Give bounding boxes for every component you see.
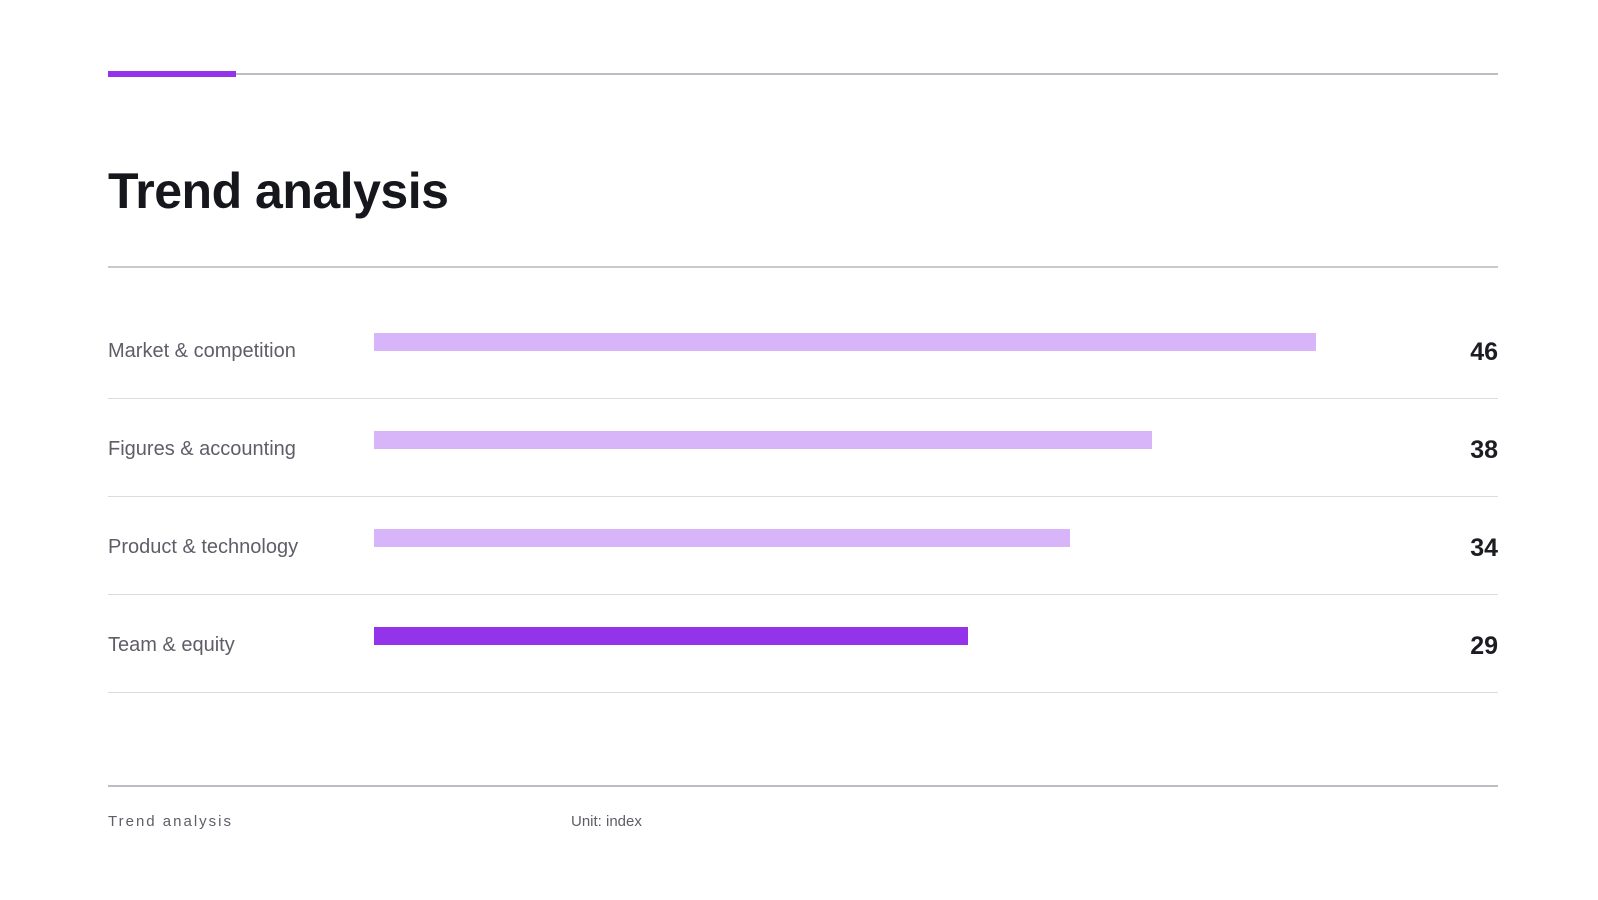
top-rule [108,73,1498,75]
bar [374,431,1152,449]
chart-row: Market & competition 46 [108,301,1498,399]
chart-row: Team & equity 29 [108,595,1498,693]
category-label: Product & technology [108,536,299,558]
value-label: 46 [1470,338,1498,366]
bar-chart: Market & competition 46 Figures & accounti… [108,301,1498,693]
category-label: Figures & accounting [108,438,296,460]
page-title: Trend analysis [108,163,449,219]
chart-row: Product & technology 34 [108,497,1498,595]
value-label: 38 [1470,436,1498,464]
bar [374,529,1070,547]
footer-title: Trend analysis [108,813,233,830]
category-label: Market & competition [108,340,296,362]
top-accent-bar [108,71,236,77]
title-divider [108,266,1498,268]
category-label: Team & equity [108,634,235,656]
value-label: 29 [1470,632,1498,660]
bar [374,333,1316,351]
chart-row: Figures & accounting 38 [108,399,1498,497]
bar [374,627,968,645]
footer-unit-label: Unit: index [571,813,642,830]
value-label: 34 [1470,534,1498,562]
footer-divider [108,785,1498,787]
